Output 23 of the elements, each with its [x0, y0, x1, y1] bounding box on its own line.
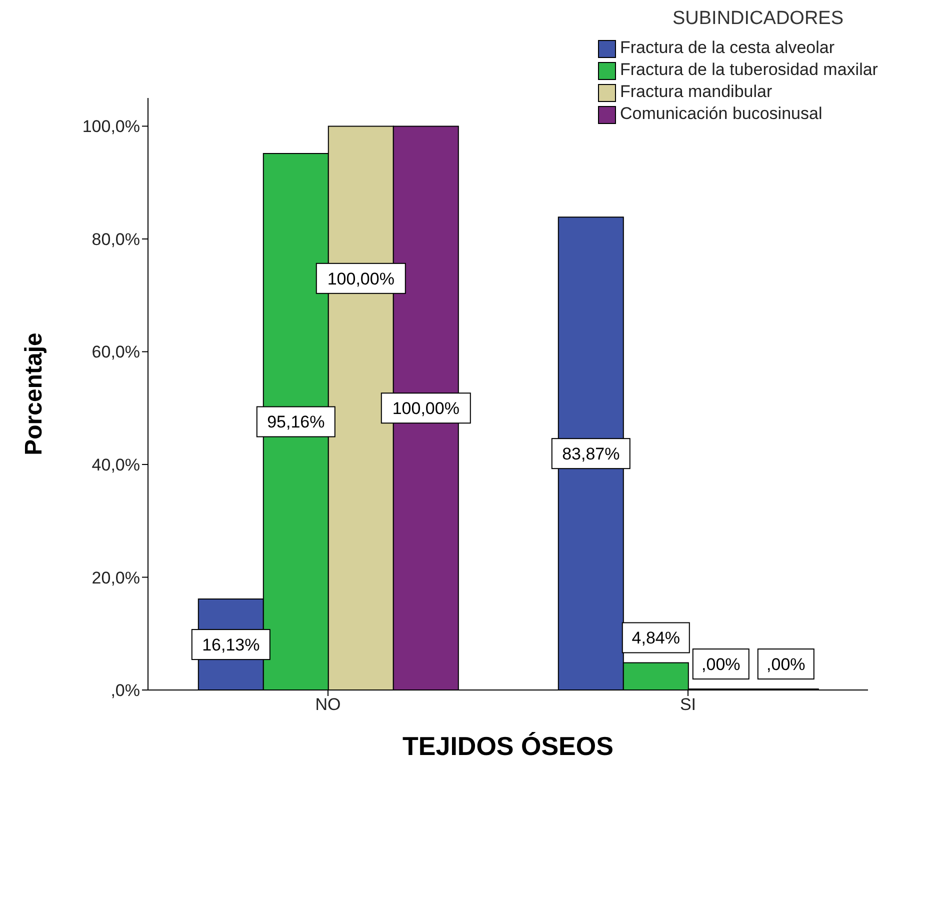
- data-label: 4,84%: [632, 628, 680, 648]
- data-label: 83,87%: [562, 444, 620, 464]
- x-tick-label: SI: [680, 695, 696, 714]
- y-tick-label: 80,0%: [92, 230, 140, 249]
- legend-title: SUBINDICADORES: [671, 8, 845, 30]
- y-tick-label: 20,0%: [92, 568, 140, 588]
- y-tick-label: 40,0%: [92, 456, 140, 475]
- data-label: 100,00%: [392, 399, 460, 418]
- legend-label: Fractura de la tuberosidad maxilar: [620, 60, 878, 79]
- x-axis-title: TEJIDOS ÓSEOS: [402, 731, 614, 761]
- data-label: 100,00%: [327, 269, 394, 288]
- legend-label: Comunicación bucosinusal: [620, 104, 822, 123]
- legend-label: Fractura de la cesta alveolar: [620, 38, 834, 57]
- y-axis-title: Porcentaje: [20, 332, 48, 456]
- y-tick-label: 60,0%: [92, 342, 140, 362]
- y-tick-label: 100,0%: [82, 117, 140, 136]
- data-label: 16,13%: [202, 636, 260, 655]
- data-label: ,00%: [702, 655, 740, 674]
- y-tick-label: ,0%: [110, 681, 140, 700]
- x-tick-label: NO: [315, 695, 341, 714]
- data-label: 95,16%: [267, 412, 325, 432]
- legend-label: Fractura mandibular: [620, 82, 772, 101]
- data-label: ,00%: [766, 655, 806, 674]
